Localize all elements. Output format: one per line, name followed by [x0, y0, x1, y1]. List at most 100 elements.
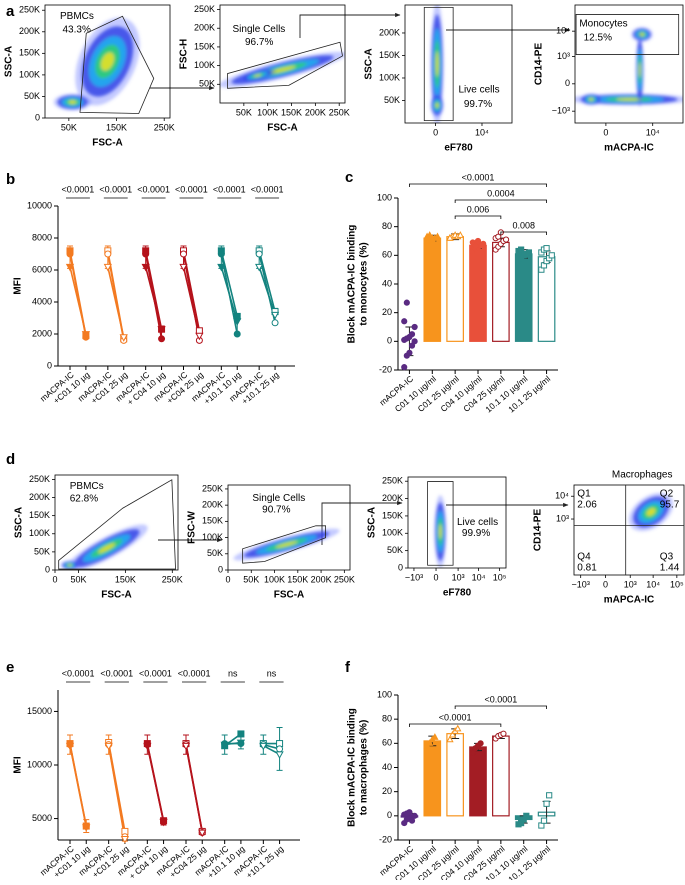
data-point	[469, 749, 476, 757]
donor-line	[107, 266, 125, 338]
y-tick-label: 200K	[382, 493, 403, 503]
data-point	[548, 252, 555, 259]
x-tick-label: 50K	[236, 107, 252, 117]
x-tick-label: 10⁴	[472, 572, 486, 582]
x-tick-label: 250K	[334, 574, 355, 584]
y-tick-label: 60	[382, 738, 392, 748]
density-level	[68, 100, 77, 104]
y-tick-label: 200K	[29, 492, 50, 502]
density-cloud	[430, 5, 444, 123]
gate-name: Live cells	[457, 517, 498, 528]
comparison-bracket	[454, 705, 547, 709]
density-level	[646, 508, 656, 516]
p-value: ns	[228, 668, 238, 678]
x-tick-label: 50K	[61, 122, 77, 132]
gate-name: Monocytes	[579, 19, 627, 30]
y-tick-label: 100K	[379, 72, 400, 82]
density-plot	[430, 5, 444, 123]
panel-label: b	[6, 171, 15, 188]
x-tick-label: 0	[225, 574, 230, 584]
bar	[514, 253, 533, 342]
data-point	[143, 742, 152, 751]
x-tick-label: 10³	[452, 572, 465, 582]
p-value: <0.0001	[62, 184, 95, 194]
y-tick-label: 10000	[27, 200, 52, 210]
data-point	[431, 733, 439, 740]
data-point	[82, 824, 91, 832]
y-tick-label: 250K	[19, 5, 40, 15]
p-value: <0.0001	[213, 184, 246, 194]
p-value: 0.006	[467, 204, 490, 214]
data-point	[255, 263, 264, 272]
data-point	[408, 817, 416, 824]
density-plot	[233, 528, 340, 561]
y-axis-label: SSC-A	[4, 46, 15, 77]
x-tick-label: 10⁵	[670, 579, 684, 589]
gate-percent: 90.7%	[262, 504, 290, 515]
density-level	[638, 62, 641, 78]
y-tick-label: 10³	[557, 51, 570, 61]
data-point	[472, 242, 479, 249]
plot-frame	[54, 474, 179, 571]
data-point	[546, 792, 553, 799]
p-value: <0.0001	[139, 668, 172, 678]
y-tick-label: 200K	[194, 23, 215, 33]
y-tick-label: 20	[382, 307, 392, 317]
gate-percent: 96.7%	[245, 37, 273, 48]
data-point	[543, 800, 550, 807]
x-tick-label: 250K	[154, 122, 175, 132]
y-axis-label: CD14-PE	[534, 43, 545, 86]
data-point	[411, 338, 418, 345]
comparison-bracket	[454, 199, 547, 203]
bar	[423, 237, 442, 342]
y-tick-label: 100K	[194, 60, 215, 70]
y-axis-label: FSC-H	[179, 39, 190, 70]
x-tick-label: 10⁴	[646, 127, 660, 137]
density-plot	[60, 524, 148, 570]
data-point	[217, 250, 225, 258]
comparison-bracket	[409, 723, 502, 727]
y-tick-label: 2000	[32, 328, 52, 338]
y-tick-label: 100K	[382, 528, 403, 538]
x-axis-label: mACPA-IC	[604, 143, 654, 154]
y-axis-label: FSC-W	[187, 511, 198, 544]
x-tick-label: 150K	[287, 574, 308, 584]
y-tick-label: 0	[218, 564, 223, 574]
data-point	[270, 311, 280, 320]
y-tick-label: 4000	[32, 296, 52, 306]
panel-label: c	[345, 169, 353, 186]
x-tick-label: 200K	[305, 107, 326, 117]
density-level	[275, 541, 298, 548]
x-tick-label: 100K	[257, 107, 278, 117]
donor-line	[258, 266, 276, 316]
data-point	[540, 817, 548, 824]
gate-percent: 62.8%	[70, 493, 98, 504]
x-axis-label: FSC-A	[92, 138, 123, 149]
y-tick-label: 150K	[19, 48, 40, 58]
data-point	[233, 318, 242, 326]
y-tick-label: 150K	[29, 510, 50, 520]
y-tick-label: 0	[45, 564, 50, 574]
x-axis-label: mAPCA-IC	[604, 595, 655, 606]
p-value: <0.0001	[462, 172, 495, 182]
y-tick-label: 250K	[29, 474, 50, 484]
x-tick-label: 150K	[281, 107, 302, 117]
y-axis-label: to macrophages (%)	[359, 720, 370, 816]
y-tick-label: 0	[565, 78, 570, 88]
donor-line	[220, 250, 239, 317]
y-tick-label: 80	[382, 221, 392, 231]
x-tick-label: 250K	[329, 107, 350, 117]
x-tick-label: 200K	[311, 574, 332, 584]
density-plot	[628, 492, 674, 532]
data-point	[500, 730, 507, 737]
bar	[423, 740, 442, 817]
y-tick-label: 0	[387, 336, 392, 346]
y-tick-label: 100	[377, 689, 392, 699]
y-tick-label: 40	[382, 762, 392, 772]
gate	[227, 41, 343, 89]
data-point	[237, 730, 245, 738]
density-level	[253, 74, 262, 77]
density-plot	[220, 51, 345, 88]
y-tick-label: 15000	[27, 706, 52, 716]
